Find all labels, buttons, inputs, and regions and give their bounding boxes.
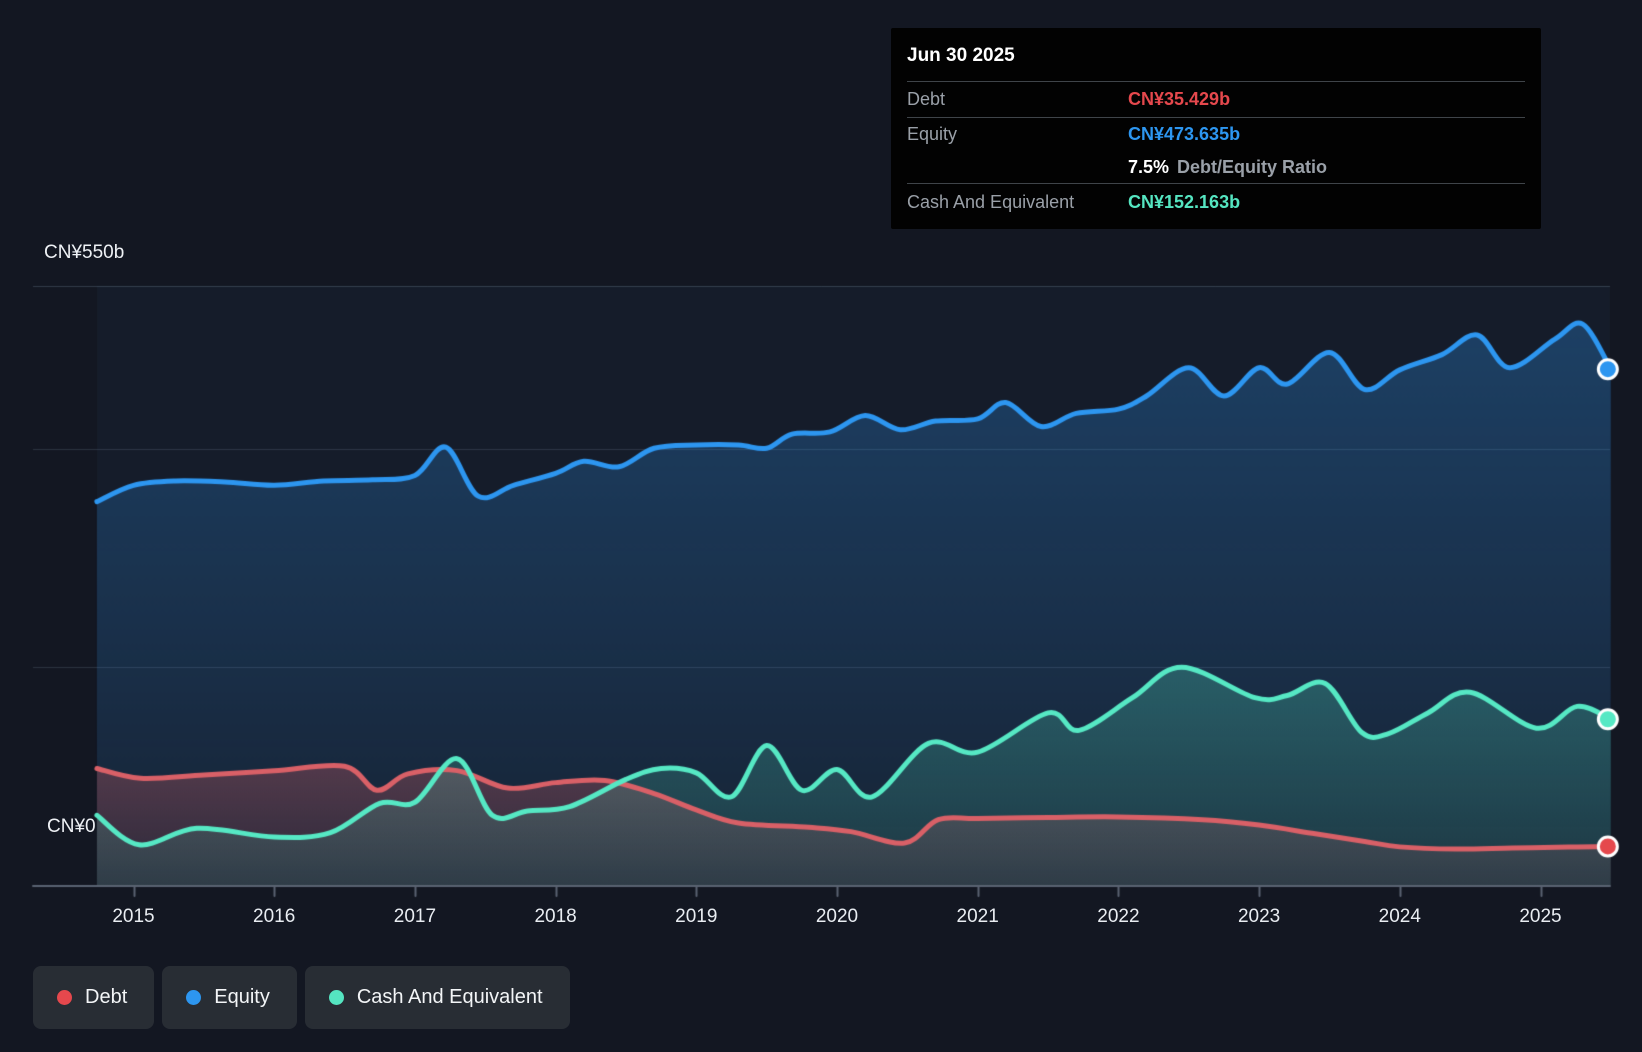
legend-debt-label: Debt bbox=[85, 986, 128, 1008]
x-axis-label: 2016 bbox=[253, 906, 296, 927]
tooltip-date: Jun 30 2025 bbox=[907, 28, 1525, 82]
debt-dot-icon bbox=[57, 990, 72, 1005]
tooltip-debt-row: Debt CN¥35.429b bbox=[907, 82, 1525, 118]
tooltip-cash-label: Cash And Equivalent bbox=[907, 191, 1075, 212]
x-axis-label: 2019 bbox=[675, 906, 718, 927]
tooltip-cash-row: Cash And Equivalent CN¥152.163b bbox=[907, 184, 1525, 220]
equity-dot-icon bbox=[186, 990, 202, 1005]
x-axis-label: 2022 bbox=[1097, 906, 1140, 927]
x-axis-label: 2017 bbox=[393, 906, 437, 927]
chart-legend: Debt Equity Cash And Equivalent bbox=[33, 966, 570, 1029]
legend-cash-label: Cash And Equivalent bbox=[356, 986, 543, 1008]
x-axis-label: 2024 bbox=[1378, 906, 1421, 927]
x-axis-label: 2020 bbox=[815, 906, 859, 927]
tooltip-ratio-value: 7.5% bbox=[1128, 156, 1170, 177]
chart-tooltip: Jun 30 2025 Debt CN¥35.429b Equity CN¥47… bbox=[891, 28, 1541, 229]
legend-item-equity[interactable]: Equity bbox=[162, 966, 297, 1029]
y-axis-zero-label: CN¥0 bbox=[47, 816, 96, 837]
tooltip-debt-value: CN¥35.429b bbox=[1128, 89, 1231, 109]
x-axis-label: 2018 bbox=[534, 906, 577, 927]
y-axis-max-label: CN¥550b bbox=[44, 242, 125, 263]
tooltip-equity-value: CN¥473.635b bbox=[1128, 124, 1241, 144]
tooltip-equity-row: Equity CN¥473.635b bbox=[907, 118, 1525, 151]
x-axis-label: 2015 bbox=[112, 906, 155, 927]
x-axis-label: 2023 bbox=[1237, 906, 1281, 927]
legend-item-debt[interactable]: Debt bbox=[33, 966, 155, 1029]
tooltip-debt-label: Debt bbox=[907, 89, 946, 109]
tooltip-ratio-label: Debt/Equity Ratio bbox=[1177, 156, 1328, 177]
tooltip-cash-value: CN¥152.163b bbox=[1128, 191, 1241, 212]
tooltip-ratio-row: 7.5% Debt/Equity Ratio bbox=[907, 151, 1525, 184]
legend-equity-label: Equity bbox=[214, 986, 270, 1008]
tooltip-equity-label: Equity bbox=[907, 124, 958, 144]
cash-dot-icon bbox=[328, 990, 344, 1005]
legend-item-cash[interactable]: Cash And Equivalent bbox=[304, 966, 570, 1029]
x-axis-label: 2021 bbox=[956, 906, 999, 927]
x-axis-label: 2025 bbox=[1519, 906, 1562, 927]
